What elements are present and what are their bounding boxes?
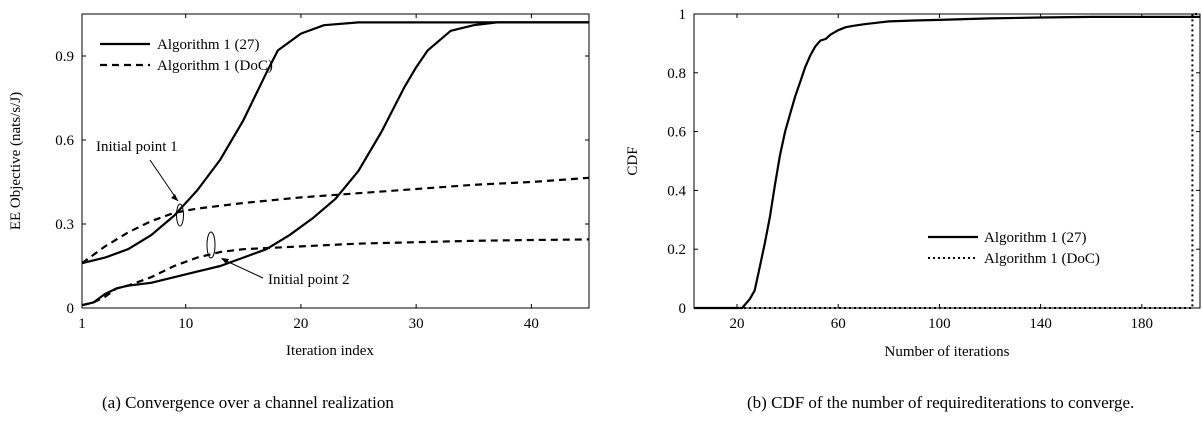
caption-b: (b) CDF of the number of requirediterati… [747, 393, 1135, 412]
panel-b-x-tick-label: 60 [831, 316, 846, 332]
caption-a: (a) Convergence over a channel realizati… [102, 393, 394, 412]
panel-b-y-tick-label: 0 [679, 301, 687, 317]
panel-a-legend-label-solid: Algorithm 1 (27) [157, 37, 260, 53]
panel-a-y-tick-label: 0 [67, 301, 75, 317]
panel-a-axes: 1 10 20 30 40 0 0.3 0.6 0.9 [55, 14, 589, 332]
panel-a-plot-frame [81, 13, 590, 309]
panel-b-y-tick-label: 0.4 [667, 183, 686, 199]
panel-b-x-axis-label: Number of iterations [885, 344, 1010, 360]
panel-b-x-tick-label: 140 [1029, 316, 1052, 332]
annotation-initial-point-1: Initial point 1 [96, 139, 178, 155]
panel-a-legend-label-dashed: Algorithm 1 (DoC) [157, 58, 273, 74]
panel-b-series-line-solid-0 [694, 15, 1200, 310]
panel-a-legend: Algorithm 1 (27) Algorithm 1 (DoC) [100, 37, 273, 74]
panel-a-y-axis-label: EE Objective (nats/s/J) [8, 92, 24, 230]
panel-a-y-tick-label: 0.3 [55, 217, 74, 233]
panel-b-x-tick-label: 100 [928, 316, 951, 332]
panel-b-y-tick-label: 0.2 [667, 242, 686, 258]
panel-a-x-tick-label: 10 [178, 316, 193, 332]
panel-b-legend-label-dotted: Algorithm 1 (DoC) [984, 251, 1100, 267]
panel-a-x-axis-label: Iteration index [286, 343, 374, 359]
annotation-arrowhead-2 [221, 258, 229, 264]
panel-b-y-axis-label: CDF [625, 146, 641, 175]
panel-b-y-tick-label: 1 [679, 7, 687, 23]
annotation-initial-point-2: Initial point 2 [268, 272, 350, 288]
annotation-arrow-2 [221, 258, 264, 279]
annotation-arrowhead-1 [171, 194, 178, 201]
panel-a-x-tick-label: 30 [409, 316, 424, 332]
panel-b-legend-label-solid: Algorithm 1 (27) [984, 230, 1087, 246]
panel-b-legend: Algorithm 1 (27) Algorithm 1 (DoC) [928, 230, 1100, 267]
panel-b-x-tick-label: 20 [730, 316, 745, 332]
panel-b-plot-frame [693, 13, 1201, 309]
panel-a-x-tick-label: 20 [293, 316, 308, 332]
panel-b-series [694, 13, 1200, 310]
panel-a-x-tick-label: 40 [524, 316, 539, 332]
panel-b-axes: 20 60 100 140 180 0 0.2 0.4 0.6 0.8 1 [667, 7, 1200, 332]
panel-a-annotations: Initial point 1 Initial point 2 [96, 139, 350, 288]
panel-a-convergence-chart: 1 10 20 30 40 0 0.3 0.6 0.9 Iteration index EE O… [8, 13, 590, 359]
panel-b-y-tick-label: 0.6 [667, 125, 686, 141]
panel-b-cdf-chart: 20 60 100 140 180 0 0.2 0.4 0.6 0.8 1 Number of it… [625, 7, 1201, 360]
annotation-arrow-1 [149, 159, 179, 202]
panel-a-x-tick-label: 1 [78, 316, 86, 332]
panel-a-series-line-dashed-2 [81, 176, 590, 265]
panel-b-series-line-dotted-1 [694, 13, 1200, 309]
panel-a-series-line-solid-0 [81, 21, 589, 265]
panel-a-y-tick-label: 0.9 [55, 49, 74, 65]
panel-a-y-tick-label: 0.6 [55, 133, 74, 149]
panel-b-x-tick-label: 180 [1131, 316, 1154, 332]
annotation-ellipse-2 [206, 231, 216, 259]
panel-b-y-tick-label: 0.8 [667, 66, 686, 82]
annotation-ellipse-1 [176, 203, 184, 227]
